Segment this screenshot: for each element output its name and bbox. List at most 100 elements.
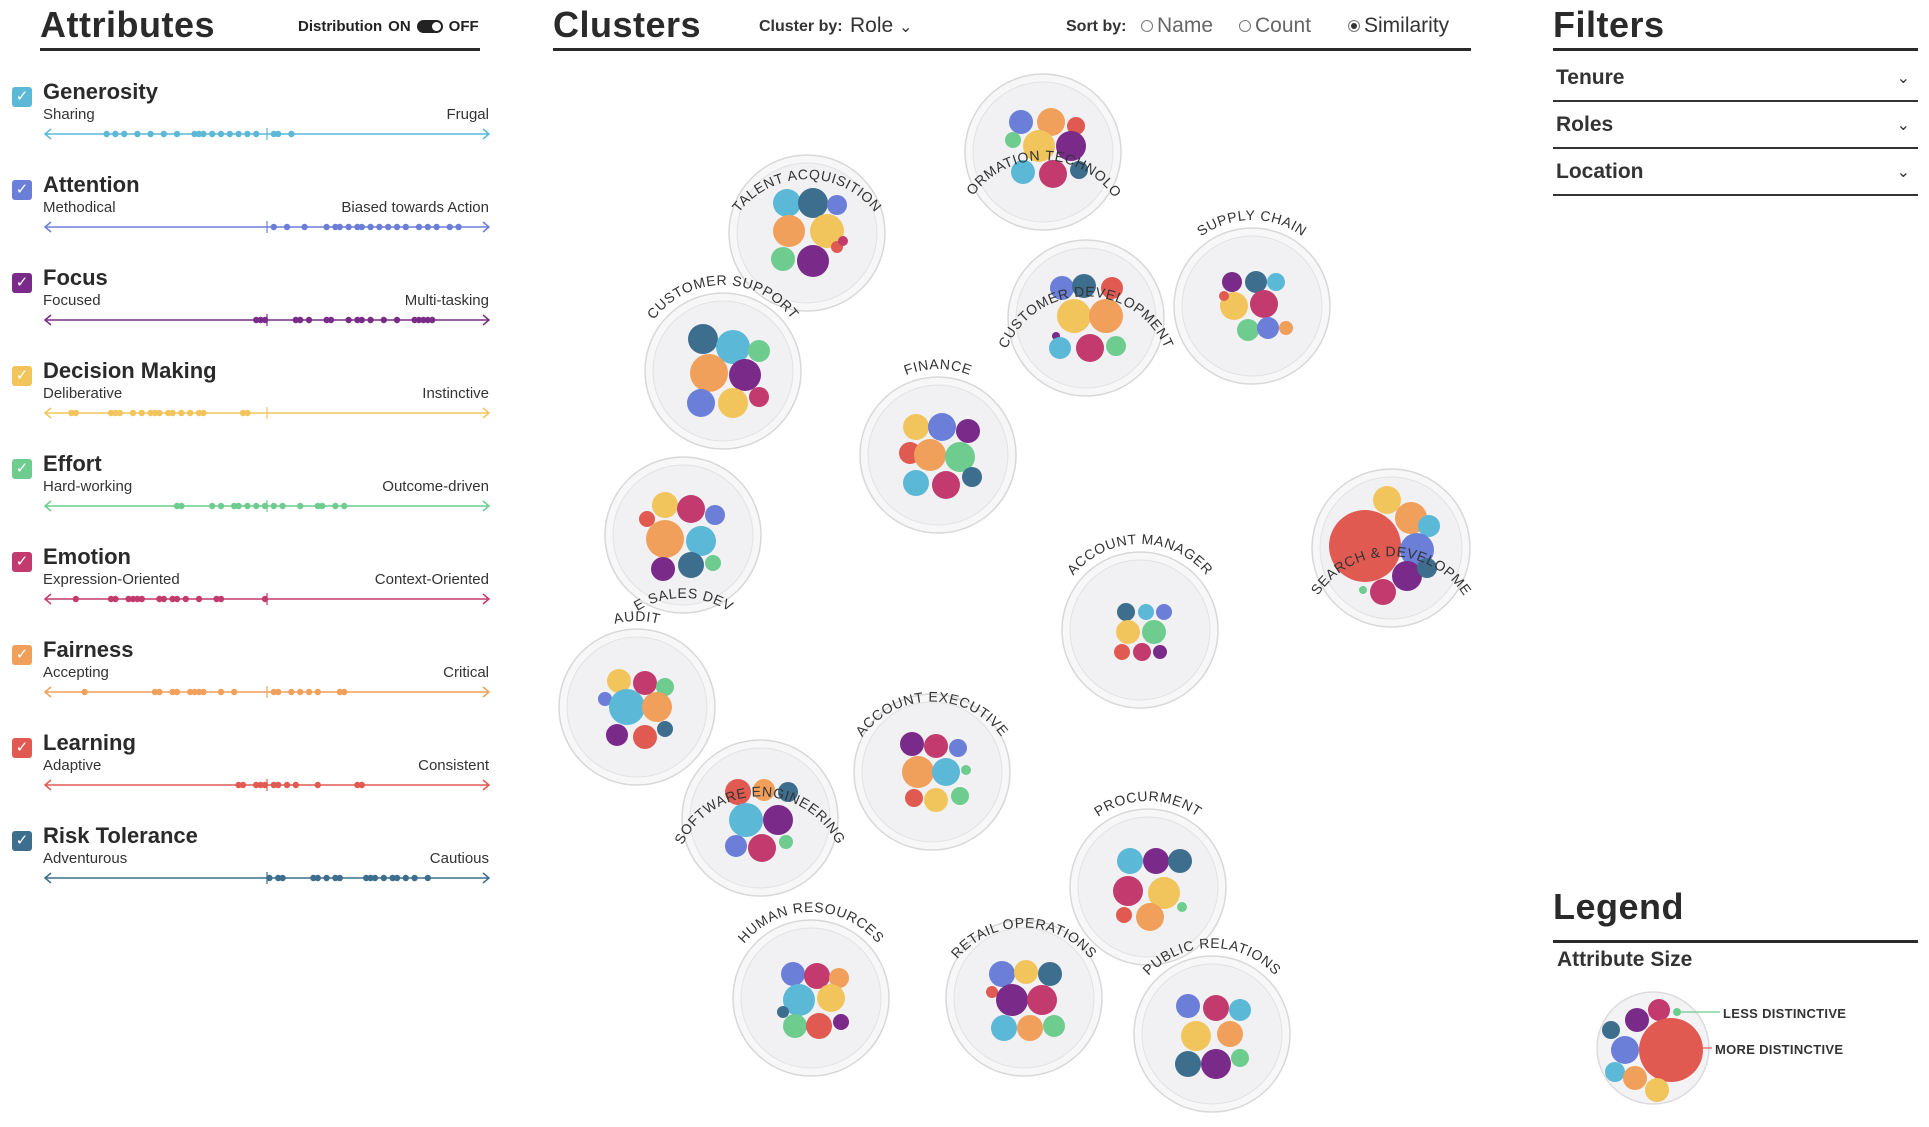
attribute-bubble <box>783 984 815 1016</box>
distribution-dot <box>424 316 431 324</box>
distribution-dot <box>433 223 440 231</box>
distribution-dot <box>314 874 321 882</box>
cluster-inner <box>1141 963 1283 1105</box>
attribute-bubble <box>1056 131 1086 161</box>
cluster-supply-chain[interactable]: SUPPLY CHAIN <box>1173 207 1332 385</box>
attribute-bubble <box>705 555 721 571</box>
cluster-procurment[interactable]: PROCURMENT <box>1069 788 1227 966</box>
attribute-checkbox[interactable]: ✓ <box>12 87 32 107</box>
attribute-checkbox[interactable]: ✓ <box>12 552 32 572</box>
distribution-dot <box>261 502 269 510</box>
distribution-slider[interactable] <box>41 306 499 336</box>
distribution-dot <box>151 409 159 417</box>
sort-option-similarity[interactable]: Similarity <box>1348 14 1449 38</box>
filter-location[interactable]: Location ⌄ <box>1553 150 1918 196</box>
distribution-toggle[interactable]: Distribution ON OFF <box>298 18 479 35</box>
distribution-slider[interactable] <box>41 399 499 429</box>
distribution-slider[interactable] <box>41 492 499 522</box>
distribution-dot <box>275 688 282 696</box>
attribute-low-label: Hard-working <box>43 478 133 495</box>
distribution-dot <box>151 688 159 696</box>
attribute-bubble <box>657 721 673 737</box>
distribution-slider[interactable] <box>41 678 499 708</box>
cluster-human-resources[interactable]: HUMAN RESOURCES <box>725 899 896 1077</box>
cluster-information-technology[interactable]: INFORMATION TECHNOLOGY <box>0 0 1125 231</box>
attribute-bubble <box>687 389 715 417</box>
filter-label: Tenure <box>1556 66 1625 89</box>
attribute-bubble <box>991 1015 1017 1041</box>
distribution-slider[interactable] <box>41 120 499 150</box>
cluster-inner <box>1077 816 1219 958</box>
attribute-bubble <box>607 669 631 693</box>
attribute-bubble <box>810 214 844 248</box>
distribution-dot <box>283 223 291 231</box>
attribute-bubble <box>1072 274 1096 298</box>
attribute-bubble <box>951 787 969 805</box>
attribute-bubble <box>1142 620 1166 644</box>
attribute-checkbox[interactable]: ✓ <box>12 273 32 293</box>
cluster-account-executive[interactable]: ACCOUNT EXECUTIVE <box>846 689 1017 851</box>
attribute-bubble <box>1014 960 1038 984</box>
attribute-bubble <box>690 354 728 392</box>
cluster-account-manager[interactable]: ACCOUNT MANAGER <box>1054 531 1225 709</box>
attribute-checkbox[interactable]: ✓ <box>12 180 32 200</box>
attribute-checkbox[interactable]: ✓ <box>12 831 32 851</box>
distribution-dot <box>261 316 269 324</box>
cluster-corporate-sales-development[interactable]: CORPORATE SALES DEVELOPMENT <box>0 0 762 614</box>
cluster-software-engineering[interactable]: SOFTWARE ENGINEERING <box>671 739 849 897</box>
sort-option-name[interactable]: Name <box>1141 14 1213 38</box>
attribute-checkbox[interactable]: ✓ <box>12 459 32 479</box>
attribute-bubble <box>928 413 956 441</box>
distribution-slider[interactable] <box>41 771 499 801</box>
distribution-dot <box>275 130 282 138</box>
distribution-dot <box>261 595 269 603</box>
cluster-audit[interactable]: AUDIT <box>558 608 716 786</box>
distribution-dot <box>200 409 207 417</box>
distribution-dot <box>270 688 277 696</box>
attribute-row-attention: ✓ Attention Methodical Biased towards Actio… <box>12 169 491 259</box>
distribution-dot <box>376 223 383 231</box>
attribute-bubble <box>1217 1021 1243 1047</box>
cluster-by-select[interactable]: Role ⌄ <box>850 14 912 38</box>
attribute-bubble <box>783 1014 807 1038</box>
attribute-checkbox[interactable]: ✓ <box>12 366 32 386</box>
distribution-slider[interactable] <box>41 585 499 615</box>
sort-option-count[interactable]: Count <box>1239 14 1311 38</box>
distribution-dot <box>411 316 418 324</box>
attribute-name: Focus <box>43 265 108 290</box>
attribute-bubble <box>829 968 849 988</box>
distribution-dot <box>345 223 352 231</box>
arrow-right-icon <box>482 593 491 605</box>
attribute-bubble <box>1231 1049 1249 1067</box>
distribution-slider[interactable] <box>41 864 499 894</box>
attribute-checkbox[interactable]: ✓ <box>12 645 32 665</box>
distribution-dot <box>217 130 225 138</box>
distribution-slider[interactable] <box>41 213 499 243</box>
attribute-bubble <box>903 470 929 496</box>
cluster-retail-operations[interactable]: RETAIL OPERATIONS <box>938 914 1109 1077</box>
distribution-dot <box>415 223 423 231</box>
cluster-talent-acquisition[interactable]: TALENT ACQUISITION <box>723 154 892 312</box>
distribution-dot <box>116 409 124 417</box>
attribute-checkbox[interactable]: ✓ <box>12 738 32 758</box>
attribute-name: Emotion <box>43 544 131 569</box>
attribute-bubble <box>989 961 1015 987</box>
legend-attribute-bubble <box>1648 999 1670 1021</box>
cluster-customer-support[interactable]: CUSTOMER SUPPORT <box>637 272 809 450</box>
toggle-switch-icon[interactable] <box>416 20 443 33</box>
cluster-customer-development[interactable]: CUSTOMER DEVELOPMENT <box>995 239 1177 397</box>
cluster-public-relations[interactable]: PUBLIC RELATIONS <box>1126 935 1298 1113</box>
attribute-bubble <box>1037 108 1065 136</box>
distribution-dot <box>301 223 308 231</box>
attribute-low-label: Sharing <box>43 106 95 123</box>
distribution-dot <box>217 502 225 510</box>
filter-tenure[interactable]: Tenure ⌄ <box>1553 56 1918 102</box>
distribution-dot <box>319 502 326 510</box>
distribution-dot <box>411 874 418 882</box>
distribution-dot <box>336 223 343 231</box>
attribute-bubble <box>651 557 675 581</box>
cluster-finance[interactable]: FINANCE <box>859 356 1017 534</box>
filter-roles[interactable]: Roles ⌄ <box>1553 103 1918 149</box>
distribution-dot <box>336 688 343 696</box>
attribute-name: Fairness <box>43 637 134 662</box>
